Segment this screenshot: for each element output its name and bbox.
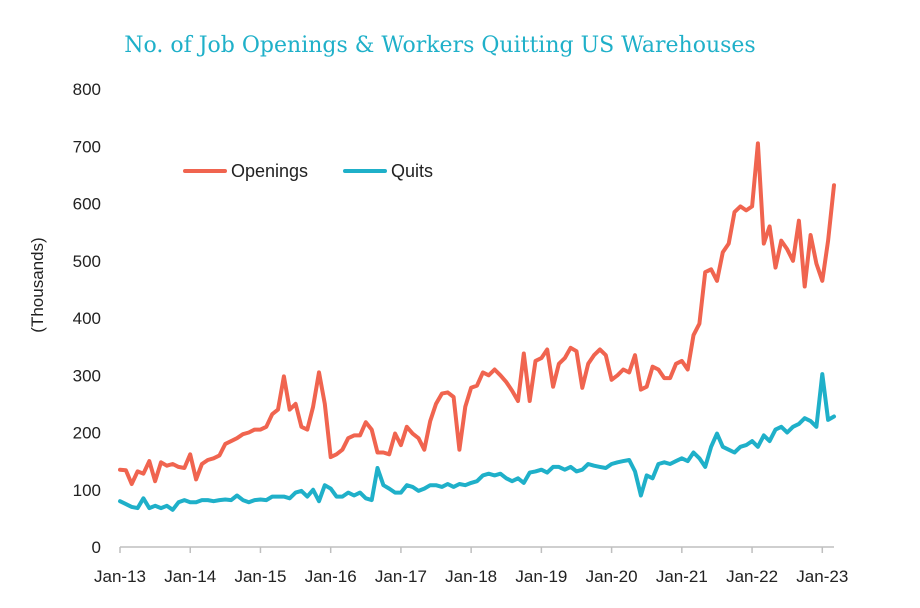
legend-label-openings: Openings: [231, 161, 308, 181]
y-tick-label: 300: [73, 366, 101, 385]
x-tick-label: Jan-16: [305, 567, 357, 586]
x-tick-label: Jan-18: [445, 567, 497, 586]
y-tick-label: 500: [73, 252, 101, 271]
legend-label-quits: Quits: [391, 161, 433, 181]
x-tick-label: Jan-13: [94, 567, 146, 586]
x-tick-label: Jan-14: [164, 567, 216, 586]
x-tick-label: Jan-19: [515, 567, 567, 586]
y-tick-label: 0: [92, 538, 101, 557]
x-tick-label: Jan-20: [586, 567, 638, 586]
legend: Openings Quits: [183, 161, 433, 181]
x-tick-label: Jan-21: [656, 567, 708, 586]
y-axis: 0 100 200 300 400 500 600 700 800: [73, 80, 101, 557]
x-axis: Jan-13 Jan-14 Jan-15 Jan-16 Jan-17 Jan-18 Jan-…: [94, 547, 848, 586]
x-tick-label: Jan-23: [796, 567, 848, 586]
y-tick-label: 400: [73, 309, 101, 328]
chart-title: No. of Job Openings & Workers Quitting U…: [124, 33, 755, 58]
x-tick-label: Jan-15: [234, 567, 286, 586]
y-axis-label: (Thousands): [28, 237, 47, 332]
series-line-openings: [118, 141, 836, 486]
y-tick-label: 600: [73, 195, 101, 214]
x-tick-label: Jan-22: [726, 567, 778, 586]
series-line-quits: [118, 372, 836, 512]
y-tick-label: 800: [73, 80, 101, 99]
x-tick-label: Jan-17: [375, 567, 427, 586]
y-tick-label: 200: [73, 424, 101, 443]
y-tick-label: 100: [73, 481, 101, 500]
y-tick-label: 700: [73, 137, 101, 156]
series-lines: [118, 141, 836, 512]
